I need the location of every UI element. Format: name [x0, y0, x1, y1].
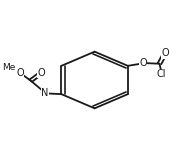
Text: O: O: [139, 58, 147, 68]
Text: N: N: [41, 88, 49, 98]
Text: O: O: [161, 48, 169, 58]
Text: Me: Me: [2, 63, 15, 72]
Text: O: O: [37, 68, 45, 78]
Text: O: O: [16, 68, 24, 78]
Text: Cl: Cl: [157, 69, 166, 79]
